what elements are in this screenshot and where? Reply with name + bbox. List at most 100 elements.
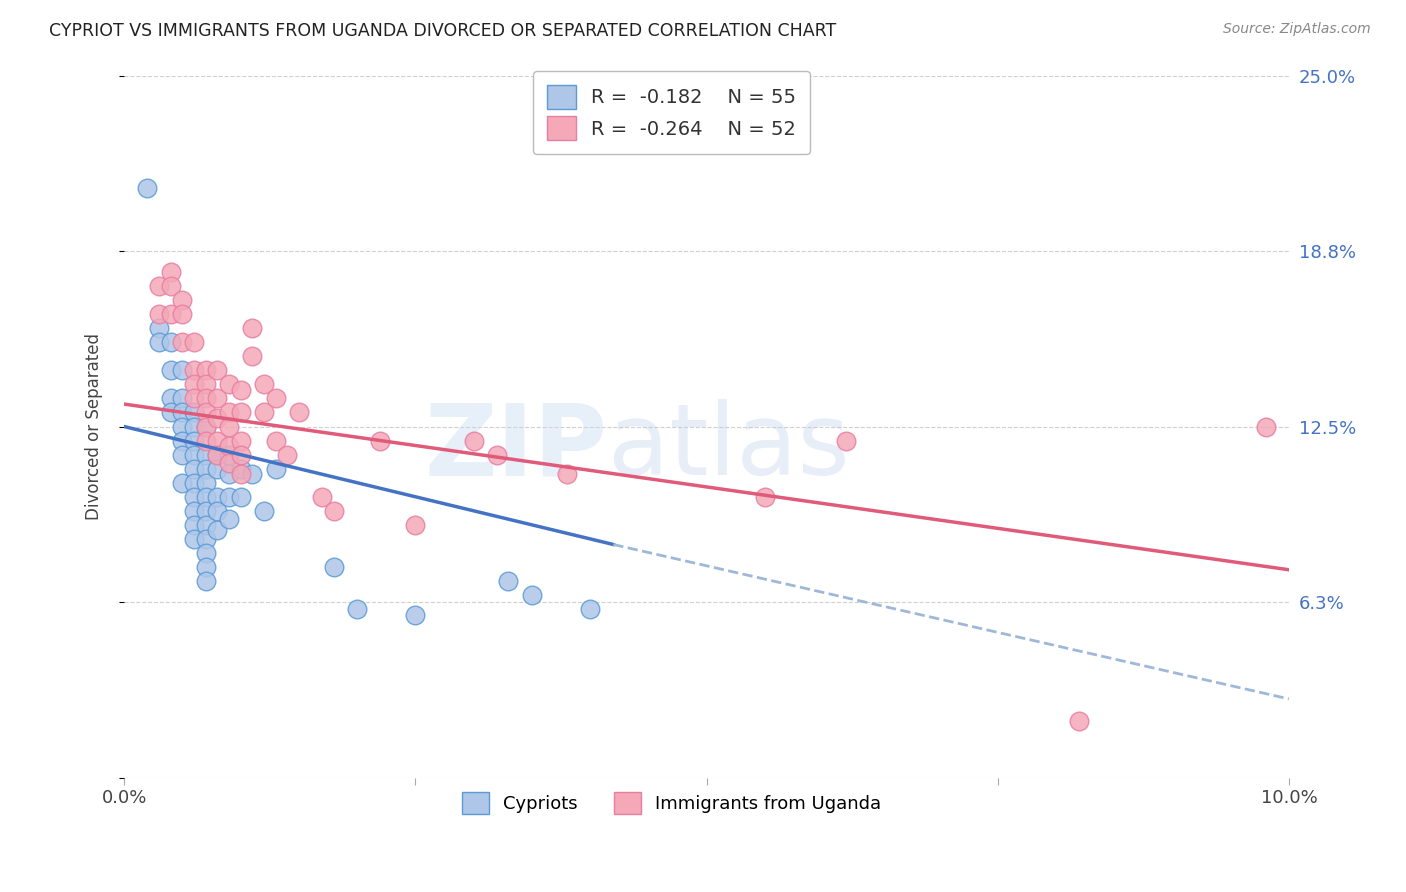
Point [240,321,263,335]
Point [311,490,333,504]
Point [240,349,263,363]
Point [183,392,205,406]
Point [253,504,276,518]
Point [183,377,205,392]
Point [148,279,170,293]
Point [520,588,543,602]
Point [579,602,602,616]
Point [264,392,287,406]
Text: ZIP: ZIP [425,399,607,496]
Point [172,475,194,490]
Point [194,363,217,377]
Point [172,293,194,308]
Point [194,546,217,560]
Point [207,411,229,425]
Point [218,467,240,482]
Point [346,602,368,616]
Point [322,560,344,574]
Point [194,377,217,392]
Point [207,448,229,462]
Point [194,532,217,546]
Point [207,504,229,518]
Point [253,405,276,419]
Point [172,434,194,448]
Text: CYPRIOT VS IMMIGRANTS FROM UGANDA DIVORCED OR SEPARATED CORRELATION CHART: CYPRIOT VS IMMIGRANTS FROM UGANDA DIVORC… [49,22,837,40]
Point [485,448,508,462]
Point [1069,714,1091,729]
Point [207,434,229,448]
Point [229,383,252,397]
Point [172,307,194,321]
Point [207,524,229,538]
Point [218,405,240,419]
Point [194,490,217,504]
Point [183,419,205,434]
Point [194,560,217,574]
Point [159,363,181,377]
Point [159,335,181,350]
Point [159,392,181,406]
Point [183,434,205,448]
Point [835,434,858,448]
Point [172,419,194,434]
Point [229,461,252,475]
Point [183,363,205,377]
Point [172,405,194,419]
Point [754,490,776,504]
Point [194,475,217,490]
Point [136,181,159,195]
Point [207,461,229,475]
Point [276,448,298,462]
Point [194,419,217,434]
Point [207,490,229,504]
Point [218,512,240,526]
Y-axis label: Divorced or Separated: Divorced or Separated [86,333,103,520]
Point [183,517,205,532]
Point [194,419,217,434]
Point [172,392,194,406]
Point [229,434,252,448]
Point [183,475,205,490]
Point [183,532,205,546]
Point [159,265,181,279]
Point [322,504,344,518]
Point [288,405,311,419]
Point [218,377,240,392]
Point [194,504,217,518]
Point [404,607,426,622]
Point [229,467,252,482]
Point [172,448,194,462]
Point [148,307,170,321]
Point [194,517,217,532]
Point [172,335,194,350]
Point [194,448,217,462]
Point [159,405,181,419]
Point [218,419,240,434]
Point [194,392,217,406]
Point [218,490,240,504]
Point [183,335,205,350]
Point [229,405,252,419]
Point [264,434,287,448]
Point [463,434,485,448]
Point [183,405,205,419]
Point [207,363,229,377]
Point [148,321,170,335]
Point [229,448,252,462]
Point [148,335,170,350]
Point [370,434,392,448]
Point [1254,419,1277,434]
Point [207,448,229,462]
Point [218,448,240,462]
Point [207,392,229,406]
Point [229,490,252,504]
Point [183,490,205,504]
Point [555,467,578,482]
Legend: Cypriots, Immigrants from Uganda: Cypriots, Immigrants from Uganda [451,781,893,825]
Point [183,448,205,462]
Point [172,363,194,377]
Point [253,377,276,392]
Point [240,467,263,482]
Point [218,456,240,470]
Point [194,574,217,588]
